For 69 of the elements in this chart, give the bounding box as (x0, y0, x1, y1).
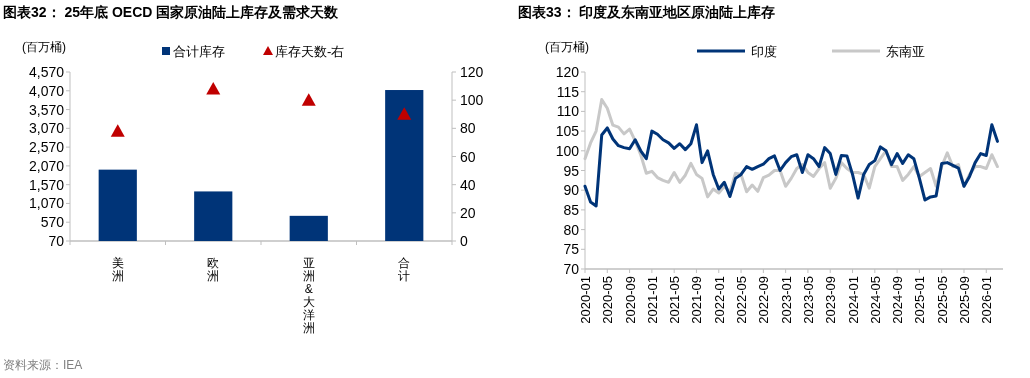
chart-title: 图表33： 印度及东南亚地区原油陆上库存 (518, 4, 776, 20)
x-tick-label: 2024-05 (867, 276, 883, 324)
x-tick-label: 2022-09 (756, 276, 772, 324)
x-tick-label: 2026-01 (979, 276, 995, 324)
y-axis-title: (百万桶) (22, 40, 66, 54)
y-tick-label: 2,070 (28, 157, 65, 174)
legend-label: 库存天数-右 (275, 44, 345, 59)
x-tick-label: 2024-09 (890, 276, 906, 324)
bar (194, 191, 233, 241)
y2-tick-label: 120 (460, 64, 484, 80)
x-tick-label: 2020-09 (622, 276, 638, 324)
point (301, 93, 316, 106)
legend-label: 东南亚 (886, 44, 925, 59)
x-tick-label: 2023-05 (800, 276, 816, 324)
y-tick-label: 3,070 (28, 120, 65, 137)
point (110, 124, 125, 137)
y2-tick-label: 0 (460, 233, 468, 249)
y2-tick-label: 100 (460, 92, 484, 109)
x-tick-label: 2020-05 (600, 276, 616, 324)
y-tick-label: 95 (563, 162, 580, 179)
y-tick-label: 115 (556, 83, 580, 100)
x-tick-label: 欧洲 (207, 256, 220, 283)
x-tick-label: 2022-01 (711, 276, 727, 324)
x-tick-label: 2021-01 (644, 276, 660, 324)
x-tick-label: 2025-05 (934, 276, 950, 324)
y2-tick-label: 40 (460, 176, 476, 193)
y-tick-label: 70 (563, 261, 580, 277)
y-tick-label: 3,570 (28, 101, 65, 118)
x-tick-label: 2023-09 (823, 276, 839, 324)
y-tick-label: 100 (555, 142, 580, 159)
legend-label: 合计库存 (173, 44, 225, 59)
x-tick-label: 2023-01 (778, 276, 794, 324)
y-tick-label: 570 (40, 214, 65, 231)
x-tick-label: 亚洲&大洋洲 (302, 256, 315, 335)
x-tick-label: 美洲 (111, 256, 124, 283)
y-tick-label: 1,070 (28, 195, 65, 212)
bar (289, 215, 328, 241)
text: 资料来源：IEA (3, 358, 83, 372)
x-tick-label: 2020-01 (578, 276, 593, 324)
y-tick-label: 120 (555, 64, 580, 80)
y-tick-label: 75 (563, 241, 580, 258)
y-tick-label: 105 (555, 123, 580, 140)
y-tick-label: 4,570 (28, 64, 65, 80)
bar (98, 169, 137, 241)
x-tick-label: 2025-09 (956, 276, 972, 324)
y2-tick-label: 80 (460, 120, 476, 137)
x-tick-label: 2025-01 (912, 276, 928, 324)
x-tick-label: 2024-01 (845, 276, 861, 324)
x-tick-label: 2022-05 (734, 276, 750, 324)
chart-title: 图表32： 25年底 OECD 国家原油陆上库存及需求天数 (3, 4, 340, 20)
y2-tick-label: 60 (460, 148, 476, 165)
y-tick-label: 110 (556, 103, 580, 120)
y-tick-label: 4,070 (28, 82, 65, 99)
y2-tick-label: 20 (460, 204, 476, 221)
x-tick-label: 合计 (398, 256, 411, 283)
y-tick-label: 2,570 (28, 139, 65, 156)
y-tick-label: 80 (563, 221, 580, 238)
point (397, 107, 412, 120)
y-tick-label: 1,570 (28, 176, 65, 193)
x-tick-label: 2021-05 (667, 276, 683, 324)
point (206, 81, 221, 95)
y-axis-title: (百万桶) (545, 40, 589, 54)
y-tick-label: 90 (563, 182, 580, 199)
bar (385, 90, 424, 241)
line-series (583, 123, 999, 208)
x-tick-label: 2021-09 (689, 276, 705, 324)
y-tick-label: 85 (563, 201, 580, 218)
y-tick-label: 70 (48, 233, 65, 249)
legend-label: 印度 (751, 44, 777, 59)
